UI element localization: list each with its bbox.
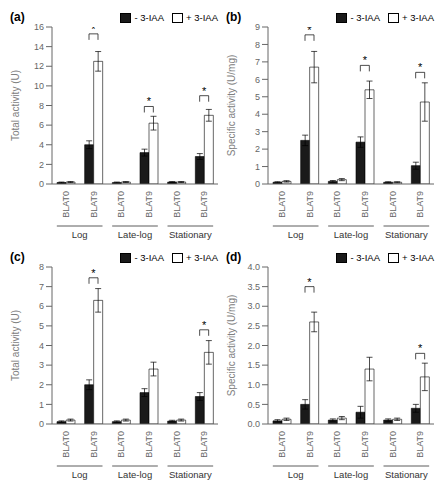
svg-text:BLAT0: BLAT0 [277, 191, 287, 218]
svg-text:Log: Log [288, 229, 304, 240]
svg-text:BLAT9: BLAT9 [199, 431, 209, 458]
html-text:- 3-IAA: - 3-IAA [350, 12, 380, 23]
svg-text:0.0: 0.0 [247, 419, 260, 429]
svg-text:1: 1 [255, 162, 260, 172]
html-text:- 3-IAA: - 3-IAA [134, 252, 164, 263]
svg-text:1.5: 1.5 [247, 360, 260, 370]
svg-text:0.5: 0.5 [247, 400, 260, 410]
svg-text:2.0: 2.0 [247, 341, 260, 351]
svg-text:BLAT9: BLAT9 [360, 191, 370, 218]
svg-text:Log: Log [72, 469, 88, 480]
html-text:+ 3-IAA: + 3-IAA [186, 252, 218, 263]
svg-text:BLAT0: BLAT0 [332, 431, 342, 458]
svg-text:*: * [91, 27, 96, 35]
svg-text:0: 0 [39, 419, 44, 429]
svg-text:Late-log: Late-log [118, 229, 152, 240]
svg-text:BLAT9: BLAT9 [415, 191, 425, 218]
svg-text:*: * [363, 54, 368, 66]
html-text:(b): (b) [226, 10, 242, 24]
svg-text:4: 4 [39, 140, 44, 150]
html-text:+ 3-IAA: + 3-IAA [402, 252, 434, 263]
svg-text:5: 5 [255, 92, 260, 102]
svg-text:BLAT0: BLAT0 [277, 431, 287, 458]
svg-text:BLAT9: BLAT9 [415, 431, 425, 458]
svg-text:BLAT0: BLAT0 [116, 191, 126, 218]
svg-text:3: 3 [39, 360, 44, 370]
svg-text:Total activity (U): Total activity (U) [10, 310, 21, 381]
svg-text:Stationary: Stationary [169, 229, 212, 240]
svg-text:2: 2 [255, 144, 260, 154]
svg-text:10: 10 [34, 81, 44, 91]
svg-text:Late-log: Late-log [334, 229, 368, 240]
svg-text:4: 4 [255, 109, 260, 119]
html-text:+ 3-IAA: + 3-IAA [186, 12, 218, 23]
html-text:- 3-IAA: - 3-IAA [350, 252, 380, 263]
svg-text:Stationary: Stationary [169, 469, 212, 480]
svg-text:BLAT9: BLAT9 [305, 431, 315, 458]
svg-text:16: 16 [34, 22, 44, 32]
svg-text:BLAT9: BLAT9 [144, 431, 154, 458]
svg-text:7: 7 [39, 282, 44, 292]
svg-text:BLAT9: BLAT9 [360, 431, 370, 458]
svg-text:8: 8 [39, 101, 44, 111]
svg-text:Stationary: Stationary [385, 229, 428, 240]
html-text:(a): (a) [10, 10, 25, 24]
svg-text:3: 3 [255, 127, 260, 137]
svg-text:3.0: 3.0 [247, 301, 260, 311]
svg-text:*: * [202, 319, 207, 331]
svg-text:BLAT0: BLAT0 [172, 191, 182, 218]
svg-text:Specific activity (U/mg): Specific activity (U/mg) [226, 55, 237, 157]
svg-text:*: * [147, 95, 152, 107]
svg-text:*: * [307, 27, 312, 36]
svg-text:BLAT0: BLAT0 [61, 191, 71, 218]
svg-text:2: 2 [39, 380, 44, 390]
svg-text:5: 5 [39, 321, 44, 331]
svg-text:BLAT9: BLAT9 [89, 191, 99, 218]
svg-text:8: 8 [255, 40, 260, 50]
svg-text:Specific activity (U/mg): Specific activity (U/mg) [226, 295, 237, 397]
svg-text:6: 6 [39, 301, 44, 311]
html-text:(c): (c) [10, 250, 25, 264]
svg-text:Log: Log [288, 469, 304, 480]
svg-text:6: 6 [255, 75, 260, 85]
svg-text:8: 8 [39, 262, 44, 272]
svg-text:4: 4 [39, 341, 44, 351]
svg-text:Log: Log [72, 229, 88, 240]
svg-text:BLAT0: BLAT0 [61, 431, 71, 458]
svg-text:BLAT9: BLAT9 [144, 191, 154, 218]
svg-text:BLAT9: BLAT9 [199, 191, 209, 218]
svg-text:Stationary: Stationary [385, 469, 428, 480]
svg-text:7: 7 [255, 57, 260, 67]
svg-text:Late-log: Late-log [334, 469, 368, 480]
svg-text:1.0: 1.0 [247, 380, 260, 390]
svg-text:BLAT9: BLAT9 [305, 191, 315, 218]
svg-text:2.5: 2.5 [247, 321, 260, 331]
svg-text:0: 0 [39, 179, 44, 189]
svg-text:*: * [91, 267, 96, 279]
svg-text:*: * [202, 85, 207, 97]
svg-text:2: 2 [39, 160, 44, 170]
svg-text:*: * [418, 342, 423, 354]
svg-text:BLAT0: BLAT0 [332, 191, 342, 218]
svg-text:Total activity (U): Total activity (U) [10, 70, 21, 141]
svg-text:3.5: 3.5 [247, 282, 260, 292]
svg-text:BLAT0: BLAT0 [388, 431, 398, 458]
svg-text:*: * [307, 276, 312, 288]
svg-text:14: 14 [34, 42, 44, 52]
svg-text:BLAT9: BLAT9 [89, 431, 99, 458]
svg-text:BLAT0: BLAT0 [172, 431, 182, 458]
html-text:- 3-IAA: - 3-IAA [134, 12, 164, 23]
svg-text:6: 6 [39, 120, 44, 130]
svg-text:0: 0 [255, 179, 260, 189]
svg-text:12: 12 [34, 61, 44, 71]
svg-text:*: * [418, 61, 423, 73]
svg-text:Late-log: Late-log [118, 469, 152, 480]
html-text:(d): (d) [226, 250, 242, 264]
html-text:+ 3-IAA: + 3-IAA [402, 12, 434, 23]
svg-text:9: 9 [255, 22, 260, 32]
svg-text:4.0: 4.0 [247, 262, 260, 272]
svg-text:1: 1 [39, 400, 44, 410]
svg-text:BLAT0: BLAT0 [388, 191, 398, 218]
svg-text:BLAT0: BLAT0 [116, 431, 126, 458]
